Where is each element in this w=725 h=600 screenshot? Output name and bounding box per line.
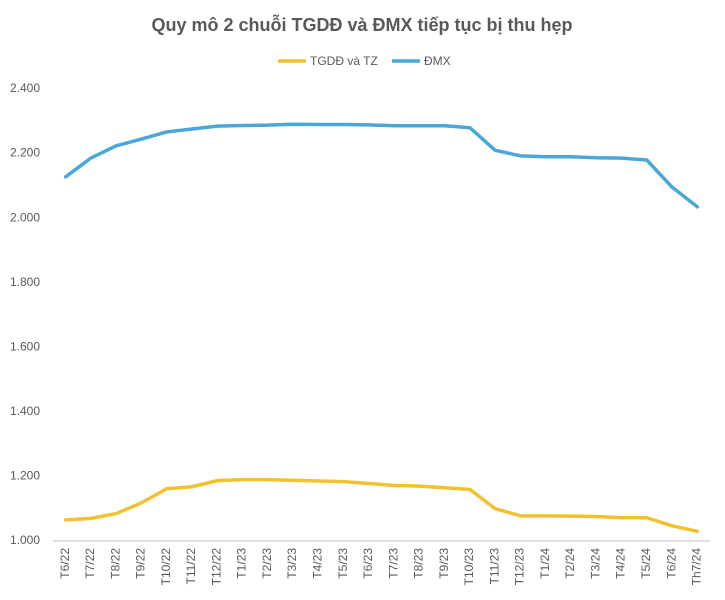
chart-title: Quy mô 2 chuỗi TGDĐ và ĐMX tiếp tục bị t… — [151, 14, 572, 35]
x-tick-label: T8/23 — [412, 548, 426, 579]
x-tick-label: T8/22 — [108, 548, 122, 579]
x-tick-label: Th7/24 — [690, 548, 704, 586]
y-tick-label: 1.200 — [10, 469, 40, 483]
x-tick-label: T1/24 — [538, 548, 552, 579]
x-tick-label: T10/22 — [159, 548, 173, 586]
x-tick-label: T9/23 — [437, 548, 451, 579]
x-tick-label: T2/23 — [260, 548, 274, 579]
y-tick-label: 2.200 — [10, 146, 40, 160]
x-tick-label: T11/22 — [184, 548, 198, 585]
x-tick-label: T3/24 — [588, 548, 602, 579]
y-tick-label: 1.800 — [10, 275, 40, 289]
x-tick-label: T9/22 — [134, 548, 148, 579]
x-tick-label: T7/22 — [83, 548, 97, 579]
series-line — [63, 122, 700, 209]
y-tick-label: 1.400 — [10, 404, 40, 418]
legend-label: TGDĐ và TZ — [310, 54, 378, 68]
x-tick-label: T12/22 — [209, 548, 223, 586]
y-tick-label: 2.400 — [10, 81, 40, 95]
x-tick-label: T1/23 — [235, 548, 249, 579]
y-tick-label: 1.000 — [10, 533, 40, 547]
x-tick-label: T12/23 — [513, 548, 527, 586]
x-tick-label: T5/24 — [639, 548, 653, 579]
x-tick-label: T3/23 — [285, 548, 299, 579]
legend-label: ĐMX — [424, 54, 451, 68]
x-tick-label: T4/24 — [614, 548, 628, 579]
x-tick-label: T6/22 — [58, 548, 72, 579]
y-tick-label: 2.000 — [10, 210, 40, 224]
x-tick-label: T7/23 — [386, 548, 400, 579]
x-tick-label: T6/23 — [361, 548, 375, 579]
x-tick-label: T4/23 — [310, 548, 324, 579]
y-tick-label: 1.600 — [10, 339, 40, 353]
x-tick-label: T2/24 — [563, 548, 577, 579]
series-line — [63, 477, 700, 534]
x-tick-label: T5/23 — [336, 548, 350, 579]
x-tick-label: T6/24 — [664, 548, 678, 579]
x-tick-label: T10/23 — [462, 548, 476, 586]
x-tick-label: T11/23 — [487, 548, 501, 585]
